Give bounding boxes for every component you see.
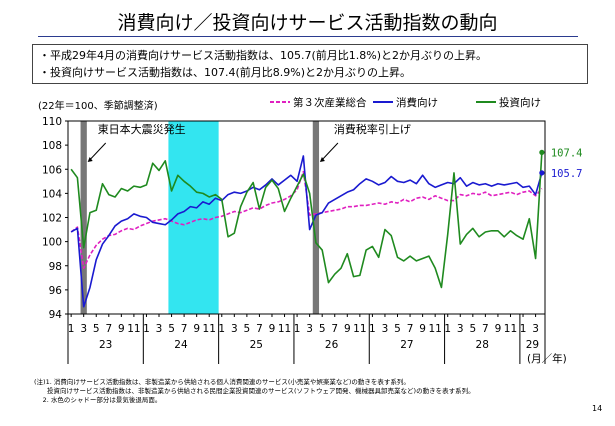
month-tick-label: 9	[193, 323, 200, 335]
month-tick-label: 3	[156, 323, 163, 335]
annotation-arrow-head	[319, 157, 325, 162]
summary-line-consumption: ・平成29年4月の消費向けサービス活動指数は、105.7(前月比1.8%)と2か…	[39, 49, 488, 62]
footnotes: (注)1. 消費向けサービス活動指数は、非製造業から供給される個人消費関連のサー…	[34, 378, 475, 405]
page-number: 14	[592, 404, 603, 413]
annotation-arrow-line	[321, 142, 339, 161]
month-tick-label: 3	[231, 323, 238, 335]
annotation-arrow-head	[87, 157, 93, 162]
annotation-label: 消費税率引上げ	[334, 122, 411, 136]
month-tick-label: 11	[127, 323, 140, 335]
y-tick-label: 96	[49, 285, 63, 297]
event-bar-0	[80, 121, 87, 314]
month-tick-label: 7	[482, 323, 489, 335]
year-label: 27	[400, 339, 413, 351]
footnote-2: 2. 水色のシャドー部分は景気後退局面。	[34, 396, 162, 404]
year-label: 23	[99, 339, 112, 351]
month-tick-label: 9	[118, 323, 125, 335]
month-tick-label: 5	[244, 323, 251, 335]
year-label: 25	[250, 339, 263, 351]
month-tick-label: 5	[319, 323, 326, 335]
month-tick-label: 5	[168, 323, 175, 335]
y-tick-label: 102	[42, 213, 62, 225]
y-tick-label: 110	[42, 116, 62, 128]
month-tick-label: 11	[278, 323, 291, 335]
month-tick-label: 11	[428, 323, 441, 335]
month-tick-label: 1	[143, 323, 150, 335]
y-tick-label: 106	[42, 164, 62, 176]
month-tick-label: 7	[331, 323, 338, 335]
month-tick-label: 3	[306, 323, 313, 335]
month-tick-label: 9	[495, 323, 502, 335]
year-label: 29	[526, 339, 539, 351]
event-bar-2	[312, 121, 320, 314]
y-tick-label: 108	[42, 140, 62, 152]
month-tick-label: 9	[269, 323, 276, 335]
plot-frame	[67, 120, 546, 315]
y-axis-label: (22年＝100、季節調整済)	[38, 99, 158, 112]
month-tick-label: 1	[294, 323, 301, 335]
legend-label: 投資向け	[499, 96, 541, 109]
summary-line-investment: ・投資向けサービス活動指数は、107.4(前月比8.9%)と2か月ぶりの上昇。	[39, 66, 412, 79]
month-tick-label: 5	[93, 323, 100, 335]
end-marker	[539, 149, 545, 155]
series-line-2	[70, 152, 543, 289]
month-tick-label: 7	[256, 323, 263, 335]
x-unit-label: (月／年)	[527, 352, 567, 365]
month-tick-label: 11	[504, 323, 517, 335]
month-tick-label: 5	[469, 323, 476, 335]
month-tick-label: 3	[457, 323, 464, 335]
recession-shading	[168, 121, 219, 314]
month-tick-label: 1	[520, 323, 527, 335]
annotation-arrow-line	[89, 142, 107, 161]
month-tick-label: 3	[382, 323, 389, 335]
month-tick-label: 5	[394, 323, 401, 335]
month-tick-label: 7	[105, 323, 112, 335]
month-tick-label: 1	[444, 323, 451, 335]
end-value-label: 105.7	[551, 168, 583, 180]
month-tick-label: 3	[80, 323, 87, 335]
month-tick-label: 1	[218, 323, 225, 335]
month-tick-label: 7	[181, 323, 188, 335]
year-label: 24	[174, 339, 188, 351]
series-line-1	[70, 155, 543, 308]
footnote-1: (注)1. 消費向けサービス活動指数は、非製造業から供給される個人消費関連のサー…	[34, 378, 410, 386]
y-tick-label: 94	[49, 309, 63, 321]
month-tick-label: 7	[407, 323, 414, 335]
month-tick-label: 11	[353, 323, 366, 335]
year-label: 28	[476, 339, 489, 351]
month-tick-label: 3	[532, 323, 539, 335]
end-marker	[539, 170, 545, 176]
legend-label: 消費向け	[396, 96, 438, 109]
title-underline	[38, 36, 578, 37]
year-label: 26	[325, 339, 339, 351]
month-tick-label: 1	[68, 323, 75, 335]
y-tick-label: 98	[49, 261, 62, 273]
end-value-label: 107.4	[551, 147, 583, 159]
y-tick-label: 104	[42, 188, 62, 200]
month-tick-label: 9	[344, 323, 351, 335]
footnote-1b: 投資向けサービス活動指数は、非製造業から供給される民間企業投資関連のサービス(ソ…	[34, 387, 475, 395]
summary-box: ・平成29年4月の消費向けサービス活動指数は、105.7(前月比1.8%)と2か…	[32, 44, 588, 84]
month-tick-label: 9	[419, 323, 426, 335]
series-line-0	[70, 170, 543, 269]
month-tick-label: 11	[203, 323, 216, 335]
month-tick-label: 1	[369, 323, 376, 335]
legend-label: 第３次産業総合	[293, 96, 367, 109]
y-tick-label: 100	[42, 237, 62, 249]
annotation-label: 東日本大震災発生	[98, 122, 186, 136]
page-title: 消費向け／投資向けサービス活動指数の動向	[117, 12, 498, 34]
